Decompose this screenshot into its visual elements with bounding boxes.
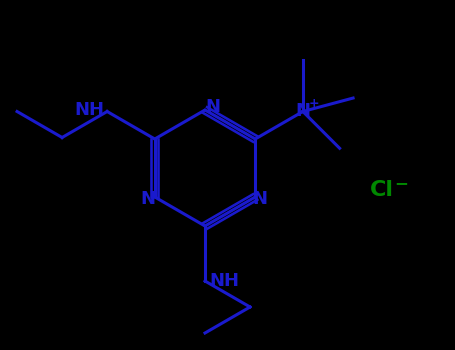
Text: N: N — [141, 190, 156, 208]
Text: N: N — [252, 190, 267, 208]
Text: −: − — [394, 174, 408, 192]
Text: +: + — [309, 97, 319, 110]
Text: NH: NH — [75, 101, 105, 119]
Text: Cl: Cl — [370, 180, 394, 200]
Text: NH: NH — [210, 272, 239, 290]
Text: N: N — [206, 98, 221, 116]
Text: N: N — [295, 103, 310, 120]
